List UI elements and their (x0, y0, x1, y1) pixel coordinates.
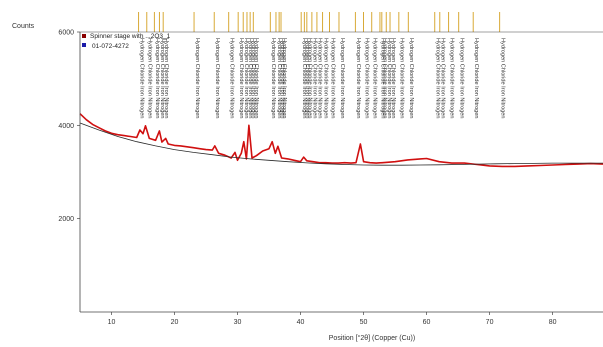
y-ticks: 2000 4000 6000 (58, 30, 80, 223)
diffraction-pattern-line (79, 113, 603, 168)
axes (79, 31, 603, 313)
x-tick-label: 60 (423, 319, 431, 326)
peak-label: Hydrogen Chloride Iron Nitrogen (459, 38, 465, 119)
peak-label: Hydrogen Chloride Iron Nitrogen (301, 38, 307, 119)
x-tick-label: 10 (108, 319, 116, 326)
x-tick-label: 70 (486, 319, 494, 326)
peak-label: Hydrogen Chloride Iron Nitrogen (390, 38, 396, 119)
reference-peak-marks (138, 12, 501, 32)
peak-label: Hydrogen Chloride Iron Nitrogen (243, 38, 249, 119)
background-fit-line (79, 122, 603, 166)
x-tick-label: 40 (297, 319, 305, 326)
peak-label: Hydrogen Chloride Iron Nitrogen (312, 38, 318, 119)
peak-label: Hydrogen Chloride Iron Nitrogen (194, 38, 200, 119)
peak-label: Hydrogen Chloride Iron Nitrogen (380, 38, 386, 119)
y-axis-title: Counts (12, 23, 35, 30)
y-tick-label: 6000 (58, 30, 74, 37)
peak-label: Hydrogen Chloride Iron Nitrogen (317, 38, 323, 119)
peak-label: Hydrogen Chloride Iron Nitrogen (147, 38, 153, 119)
peak-label: Hydrogen Chloride Iron Nitrogen (372, 38, 378, 119)
peak-label: Hydrogen Chloride Iron Nitrogen (448, 38, 454, 119)
peak-label: Hydrogen Chloride Iron Nitrogen (473, 38, 479, 119)
x-tick-label: 20 (171, 319, 179, 326)
peak-label: Hydrogen Chloride Iron Nitrogen (250, 38, 256, 119)
x-tick-label: 50 (360, 319, 368, 326)
peak-label: Hydrogen Chloride Iron Nitrogen (307, 38, 313, 119)
x-tick-label: 30 (234, 319, 242, 326)
peak-label: Hydrogen Chloride Iron Nitrogen (253, 38, 259, 119)
peak-label: Hydrogen Chloride Iron Nitrogen (163, 38, 169, 119)
peak-label: Hydrogen Chloride Iron Nitrogen (386, 38, 392, 119)
peak-label: Hydrogen Chloride Iron Nitrogen (382, 38, 388, 119)
y-tick-label: 2000 (58, 216, 74, 223)
peak-label: Hydrogen Chloride Iron Nitrogen (363, 38, 369, 119)
peak-label: Hydrogen Chloride Iron Nitrogen (435, 38, 441, 119)
x-ticks: 10 20 30 40 50 60 70 80 (108, 312, 557, 326)
legend: Spinner stage with ...2O3_1 01-072-4272 (82, 33, 171, 50)
peak-label: Hydrogen Chloride Iron Nitrogen (339, 38, 345, 119)
peak-label: Hydrogen Chloride Iron Nitrogen (247, 38, 253, 119)
peak-label: Hydrogen Chloride Iron Nitrogen (440, 38, 446, 119)
legend-label-sample: Spinner stage with ...2O3_1 (90, 33, 171, 40)
peak-label: Hydrogen Chloride Iron Nitrogen (399, 38, 405, 119)
peak-label: Hydrogen Chloride Iron Nitrogen (279, 38, 285, 119)
peak-label: Hydrogen Chloride Iron Nitrogen (329, 38, 335, 119)
peak-label: Hydrogen Chloride Iron Nitrogen (281, 38, 287, 119)
series-layer (79, 113, 603, 168)
x-tick-label: 80 (549, 319, 557, 326)
peak-label: Hydrogen Chloride Iron Nitrogen (276, 38, 282, 119)
peak-label: Hydrogen Chloride Iron Nitrogen (154, 38, 160, 119)
x-axis-title: Position [°2θ] (Copper (Cu)) (329, 334, 415, 342)
legend-swatch-sample (82, 34, 86, 38)
peak-label: Hydrogen Chloride Iron Nitrogen (408, 38, 414, 119)
y-tick-label: 4000 (58, 123, 74, 130)
peak-label: Hydrogen Chloride Iron Nitrogen (238, 38, 244, 119)
peak-label: Hydrogen Chloride Iron Nitrogen (229, 38, 235, 119)
peak-label: Hydrogen Chloride Iron Nitrogen (322, 38, 328, 119)
peak-label: Hydrogen Chloride Iron Nitrogen (270, 38, 276, 119)
peak-label: Hydrogen Chloride Iron Nitrogen (138, 38, 144, 119)
legend-label-reference: 01-072-4272 (92, 43, 129, 50)
peak-label: Hydrogen Chloride Iron Nitrogen (304, 38, 310, 119)
peak-label-layer: Hydrogen Chloride Iron Nitrogen Hydrogen … (138, 38, 505, 119)
legend-swatch-reference (82, 43, 86, 47)
peak-label: Hydrogen Chloride Iron Nitrogen (355, 38, 361, 119)
peak-label: Hydrogen Chloride Iron Nitrogen (159, 38, 165, 119)
peak-label: Hydrogen Chloride Iron Nitrogen (499, 38, 505, 119)
peak-label: Hydrogen Chloride Iron Nitrogen (214, 38, 220, 119)
